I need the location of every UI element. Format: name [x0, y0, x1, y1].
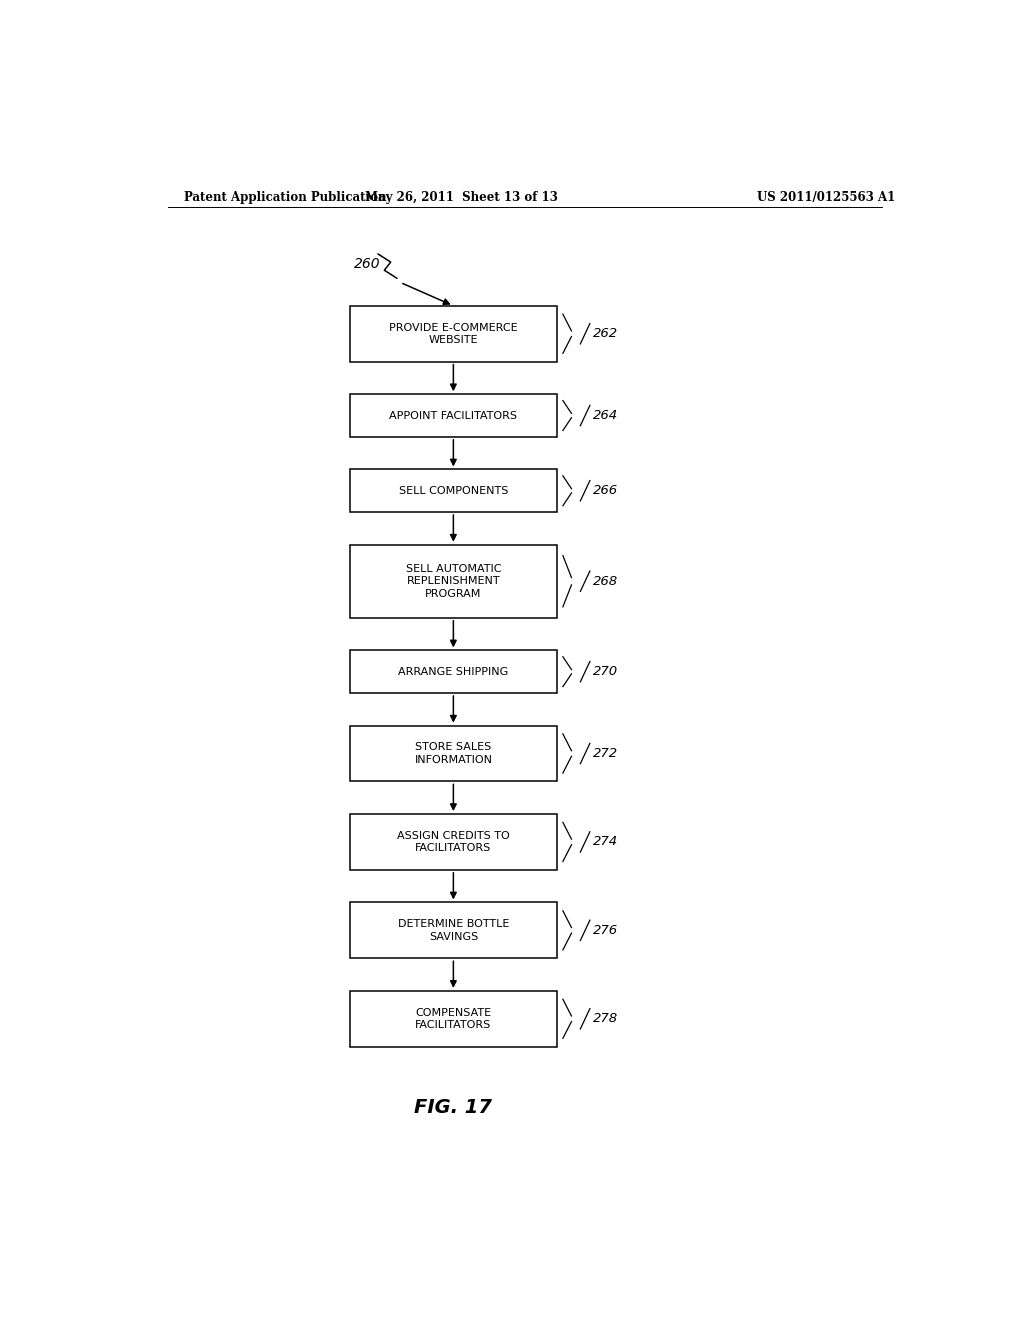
- Text: PROVIDE E-COMMERCE
WEBSITE: PROVIDE E-COMMERCE WEBSITE: [389, 322, 518, 345]
- Text: 278: 278: [593, 1012, 618, 1026]
- Text: 274: 274: [593, 836, 618, 849]
- Text: Patent Application Publication: Patent Application Publication: [183, 190, 386, 203]
- Text: May 26, 2011  Sheet 13 of 13: May 26, 2011 Sheet 13 of 13: [365, 190, 558, 203]
- Text: 272: 272: [593, 747, 618, 760]
- Text: DETERMINE BOTTLE
SAVINGS: DETERMINE BOTTLE SAVINGS: [397, 919, 509, 941]
- Text: 270: 270: [593, 665, 618, 678]
- Text: 276: 276: [593, 924, 618, 937]
- Text: 264: 264: [593, 409, 618, 422]
- Text: 262: 262: [593, 327, 618, 341]
- FancyBboxPatch shape: [350, 991, 557, 1047]
- Text: SELL COMPONENTS: SELL COMPONENTS: [398, 486, 508, 496]
- Text: 268: 268: [593, 574, 618, 587]
- Text: ASSIGN CREDITS TO
FACILITATORS: ASSIGN CREDITS TO FACILITATORS: [397, 830, 510, 853]
- FancyBboxPatch shape: [350, 545, 557, 618]
- FancyBboxPatch shape: [350, 903, 557, 958]
- Text: 260: 260: [354, 257, 381, 271]
- FancyBboxPatch shape: [350, 651, 557, 693]
- FancyBboxPatch shape: [350, 726, 557, 781]
- Text: FIG. 17: FIG. 17: [415, 1098, 493, 1117]
- Text: 266: 266: [593, 484, 618, 498]
- FancyBboxPatch shape: [350, 306, 557, 362]
- Text: COMPENSATE
FACILITATORS: COMPENSATE FACILITATORS: [416, 1007, 492, 1030]
- Text: ARRANGE SHIPPING: ARRANGE SHIPPING: [398, 667, 509, 677]
- FancyBboxPatch shape: [350, 395, 557, 437]
- FancyBboxPatch shape: [350, 814, 557, 870]
- Text: SELL AUTOMATIC
REPLENISHMENT
PROGRAM: SELL AUTOMATIC REPLENISHMENT PROGRAM: [406, 564, 501, 599]
- Text: STORE SALES
INFORMATION: STORE SALES INFORMATION: [415, 742, 493, 764]
- FancyBboxPatch shape: [350, 470, 557, 512]
- Text: APPOINT FACILITATORS: APPOINT FACILITATORS: [389, 411, 517, 421]
- Text: US 2011/0125563 A1: US 2011/0125563 A1: [757, 190, 896, 203]
